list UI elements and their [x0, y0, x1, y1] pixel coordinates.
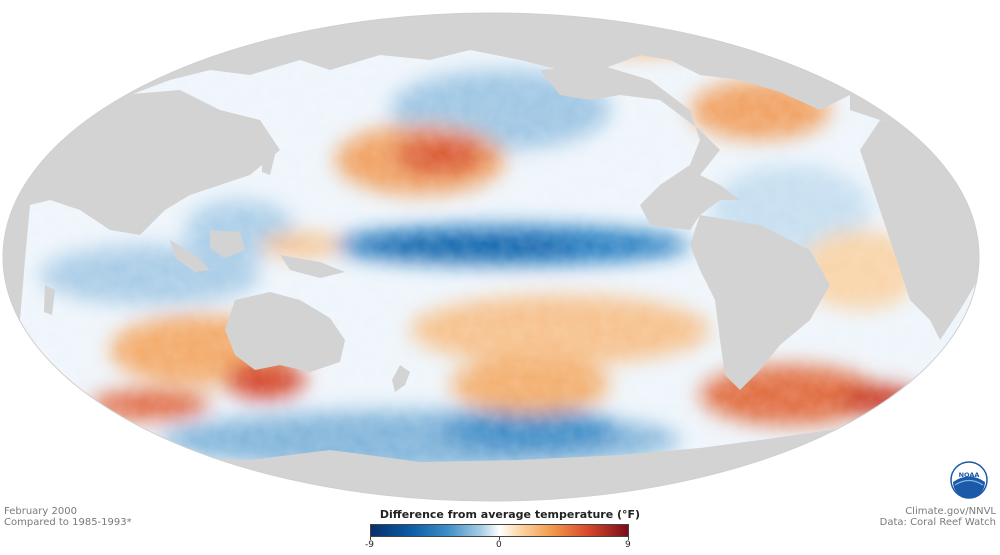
legend-tick-mid: 0: [496, 540, 502, 550]
legend-tick-mark-mid: [499, 536, 500, 540]
land-new-guinea: [280, 255, 345, 278]
credit-label: Climate.gov/NNVL: [905, 506, 996, 517]
legend-tick-mark-max: [628, 536, 629, 540]
data-source-label: Data: Coral Reef Watch: [879, 517, 996, 528]
land-sumatra: [170, 240, 210, 272]
land-north-america: [540, 65, 740, 230]
noaa-logo-text: NOAA: [959, 471, 980, 479]
land-asia-east: [20, 90, 280, 235]
caption-date: February 2000 Compared to 1985-1993*: [4, 506, 132, 528]
caption-credits: Climate.gov/NNVL Data: Coral Reef Watch: [880, 506, 996, 528]
legend-title: Difference from average temperature (°F): [379, 508, 641, 521]
globe-outline: [2, 12, 980, 502]
baseline-label: Compared to 1985-1993*: [4, 517, 132, 528]
land-borneo: [210, 230, 245, 258]
land-new-zealand: [392, 365, 410, 392]
land-madagascar: [44, 285, 55, 315]
legend-tick-mark-min: [370, 536, 371, 540]
land-south-america: [690, 215, 830, 390]
noaa-logo-icon: NOAA: [950, 461, 988, 499]
date-label: February 2000: [4, 506, 77, 517]
land-japan: [262, 148, 275, 175]
legend-tick-max: 9: [625, 540, 631, 550]
land-australia: [225, 292, 345, 372]
legend-tick-min: -9: [365, 540, 374, 550]
land-antarctica: [3, 420, 979, 501]
